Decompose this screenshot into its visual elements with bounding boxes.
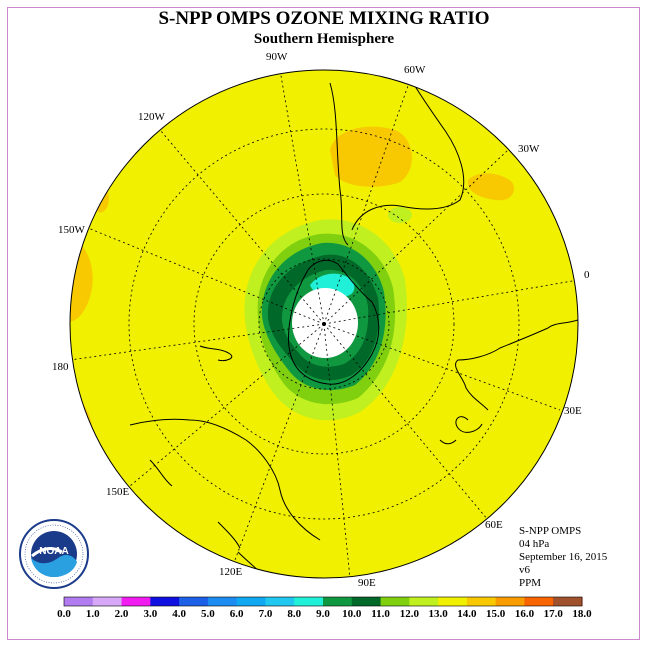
- instrument-label: S-NPP OMPS: [519, 525, 582, 537]
- lon-label-90e: 90E: [358, 577, 376, 589]
- map-subtitle: Southern Hemisphere: [253, 31, 395, 47]
- lon-label-90w: 90W: [266, 51, 288, 63]
- south-pole-point: [322, 322, 326, 326]
- lon-label-60e: 60E: [485, 519, 503, 531]
- noaa-logo: NOAA: [19, 519, 89, 589]
- info-block: S-NPP OMPS 04 hPa September 16, 2015 v6 …: [519, 525, 607, 590]
- ozone-max-region: [467, 173, 515, 201]
- ozone-contour: [388, 207, 412, 223]
- lon-label-150w: 150W: [58, 224, 86, 236]
- ozone-max-region: [330, 126, 412, 187]
- lon-label-180: 180: [52, 361, 69, 373]
- version-label: v6: [519, 564, 530, 576]
- pressure-level-label: 04 hPa: [519, 538, 550, 550]
- lon-label-120w: 120W: [138, 111, 166, 123]
- lon-label-0: 0: [584, 269, 590, 281]
- noaa-logo-text: NOAA: [39, 546, 68, 557]
- lon-label-60w: 60W: [404, 64, 426, 76]
- lon-label-120e: 120E: [219, 566, 243, 578]
- map-boundary: [69, 69, 579, 579]
- lon-label-30e: 30E: [564, 405, 582, 417]
- date-label: September 16, 2015: [519, 551, 608, 563]
- units-label: PPM: [519, 577, 542, 589]
- graticule: [70, 70, 578, 578]
- map-title: S-NPP OMPS OZONE MIXING RATIO: [158, 8, 490, 29]
- figure-frame: [7, 7, 640, 640]
- coastlines: [129, 77, 578, 577]
- lon-label-30w: 30W: [518, 143, 540, 155]
- lon-label-150e: 150E: [106, 486, 130, 498]
